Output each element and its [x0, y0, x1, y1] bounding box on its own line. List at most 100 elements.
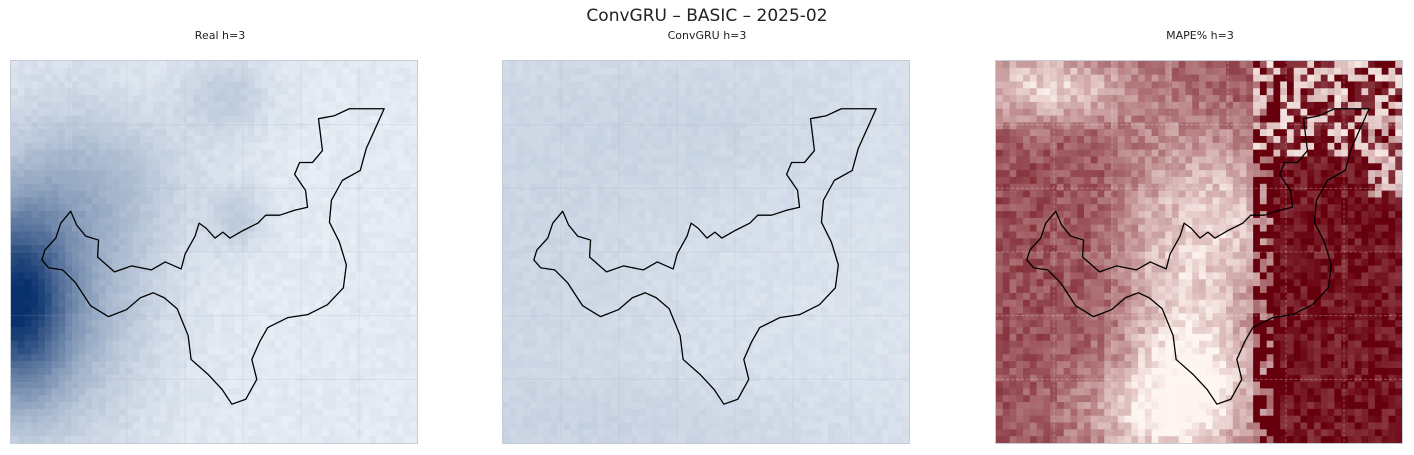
heatmap-cell [295, 211, 303, 219]
heatmap-cell [261, 122, 269, 130]
heatmap-cell [308, 136, 316, 144]
heatmap-cell [159, 429, 168, 437]
heatmap-cell [902, 224, 909, 233]
heatmap-cell [65, 408, 73, 417]
heatmap-cell [329, 306, 337, 314]
heatmap-cell [78, 197, 86, 205]
heatmap-cell [895, 163, 903, 171]
heatmap-cell [403, 224, 411, 233]
heatmap-cell [98, 327, 107, 335]
heatmap-cell [268, 367, 276, 376]
heatmap-cell [105, 88, 113, 96]
heatmap-cell [712, 156, 721, 164]
heatmap-cell [274, 176, 283, 185]
heatmap-cell [51, 136, 59, 144]
heatmap-cell [706, 197, 714, 205]
heatmap-cell [604, 136, 612, 144]
heatmap-cell [126, 238, 134, 246]
heatmap-cell [356, 129, 364, 137]
heatmap-cell [261, 436, 269, 443]
heatmap-cell [861, 197, 869, 205]
heatmap-cell [868, 183, 876, 192]
heatmap-cell [180, 279, 188, 287]
heatmap-cell [71, 129, 80, 137]
heatmap-cell [227, 415, 235, 424]
heatmap-cell [51, 115, 59, 123]
heatmap-cell [322, 149, 330, 157]
heatmap-cell [523, 238, 531, 246]
heatmap-cell [685, 108, 693, 117]
heatmap-cell [180, 183, 188, 192]
heatmap-cell [214, 299, 222, 308]
heatmap-cell [11, 217, 19, 226]
heatmap-cell [153, 149, 161, 157]
heatmap-cell [570, 108, 578, 117]
heatmap-cell [888, 204, 896, 212]
heatmap-cell [31, 333, 39, 342]
heatmap-cell [315, 81, 323, 89]
heatmap-cell [881, 67, 890, 76]
heatmap-cell [268, 272, 276, 280]
heatmap-cell [315, 340, 323, 348]
heatmap-cell [780, 136, 788, 144]
heatmap-cell [342, 101, 350, 110]
heatmap-cell [261, 299, 269, 308]
heatmap-cell [119, 252, 127, 260]
heatmap-cell [814, 88, 822, 96]
heatmap-cell [65, 265, 73, 273]
heatmap-cell [503, 176, 511, 185]
heatmap-cell [523, 122, 531, 130]
heatmap-cell [241, 211, 249, 219]
heatmap-cell [739, 74, 748, 82]
heatmap-cell [71, 381, 80, 389]
heatmap-cell [146, 252, 154, 260]
heatmap-cell [376, 422, 384, 430]
heatmap-cell [247, 197, 256, 205]
heatmap-cell [153, 81, 161, 89]
heatmap-cell [207, 313, 215, 321]
heatmap-cell [631, 190, 639, 198]
heatmap-cell [362, 340, 371, 348]
heatmap-cell [11, 340, 19, 348]
heatmap-cell [112, 320, 120, 328]
heatmap-cell [58, 122, 66, 130]
heatmap-cell [584, 170, 592, 178]
heatmap-cell [105, 361, 113, 369]
heatmap-cell [92, 231, 100, 239]
heatmap-cell [861, 142, 869, 151]
heatmap-cell [685, 156, 693, 164]
heatmap-cell [85, 136, 93, 144]
heatmap-cell [888, 108, 896, 117]
heatmap-cell [834, 142, 842, 151]
heatmap-cell [342, 217, 350, 226]
heatmap-cell [17, 67, 26, 76]
heatmap-cell [186, 108, 195, 117]
heatmap-cell [888, 74, 896, 82]
heatmap-cell [827, 81, 836, 89]
heatmap-cell [24, 320, 32, 328]
heatmap-cell [631, 142, 639, 151]
heatmap-cell [800, 183, 808, 192]
heatmap-cell [536, 176, 545, 185]
heatmap-cell [854, 170, 863, 178]
heatmap-cell [362, 374, 371, 383]
heatmap-cell [24, 95, 32, 103]
heatmap-cell [760, 81, 768, 89]
heatmap-cell [590, 224, 599, 233]
heatmap-cell [706, 101, 714, 110]
heatmap-cell [200, 224, 208, 233]
heatmap-cell [281, 163, 289, 171]
heatmap-cell [24, 142, 32, 151]
heatmap-cell [139, 61, 147, 69]
heatmap-cell [173, 402, 181, 410]
heatmap-cell [369, 95, 377, 103]
heatmap-cell [31, 306, 39, 314]
heatmap-cell [543, 149, 551, 157]
heatmap-cell [342, 436, 350, 443]
heatmap-cell [200, 361, 208, 369]
heatmap-cell [234, 258, 242, 267]
heatmap-cell [746, 163, 754, 171]
heatmap-cell [139, 67, 147, 76]
heatmap-cell [577, 163, 585, 171]
heatmap-cell [281, 67, 289, 76]
